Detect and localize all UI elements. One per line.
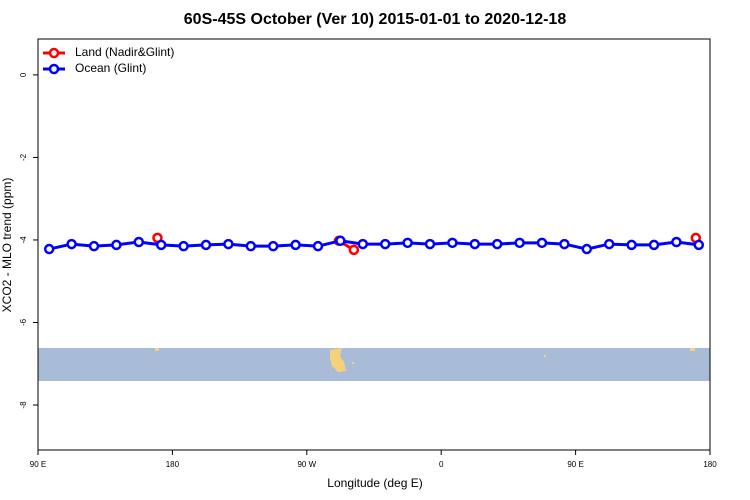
data-point (66, 238, 77, 250)
y-tick-label: -2 (19, 153, 28, 161)
data-point (424, 238, 436, 250)
series-line (48, 239, 699, 251)
legend-label: Ocean (Glint) (75, 61, 146, 75)
data-point (648, 239, 660, 251)
data-point (693, 239, 705, 251)
data-point (357, 238, 369, 250)
data-point (335, 235, 346, 247)
data-point (491, 238, 503, 250)
chart-title: 60S-45S October (Ver 10) 2015-01-01 to 2… (184, 11, 567, 28)
data-point (469, 238, 481, 250)
data-point (88, 240, 100, 252)
x-axis-label: Longitude (deg E) (327, 476, 422, 490)
data-point (267, 240, 279, 252)
y-tick-label: -4 (19, 236, 28, 244)
y-tick-label: 0 (19, 72, 28, 77)
plot-frame (37, 38, 711, 451)
data-point (312, 240, 324, 252)
legend-marker (48, 63, 60, 75)
x-tick-label: 180 (703, 460, 717, 469)
data-point (379, 238, 391, 250)
data-point (603, 238, 615, 250)
data-point (43, 243, 55, 255)
data-point (402, 237, 413, 249)
data-point (348, 244, 360, 256)
x-tick-label: 90 E (567, 460, 583, 469)
y-tick-label: -8 (19, 401, 28, 409)
y-axis-label: XCO2 - MLO trend (ppm) (0, 178, 14, 313)
data-point (559, 238, 570, 250)
data-point (245, 240, 257, 252)
data-point (223, 238, 234, 250)
map-background (38, 348, 710, 381)
data-point (200, 239, 212, 251)
data-point (581, 243, 593, 255)
data-point (626, 239, 637, 251)
data-point (178, 240, 189, 252)
x-tick-label: 0 (439, 460, 444, 469)
data-point (133, 236, 145, 248)
data-point (536, 237, 548, 249)
data-point (111, 239, 122, 251)
x-tick-label: 180 (166, 460, 180, 469)
x-tick-label: 90 W (297, 460, 316, 469)
data-point (155, 239, 167, 251)
y-tick-label: -6 (19, 318, 28, 326)
x-tick-label: 90 E (30, 460, 46, 469)
data-point (671, 236, 682, 248)
data-point (447, 237, 458, 249)
data-point (290, 239, 301, 251)
data-point (514, 237, 525, 249)
legend-marker (48, 47, 60, 59)
legend-label: Land (Nadir&Glint) (75, 45, 174, 59)
